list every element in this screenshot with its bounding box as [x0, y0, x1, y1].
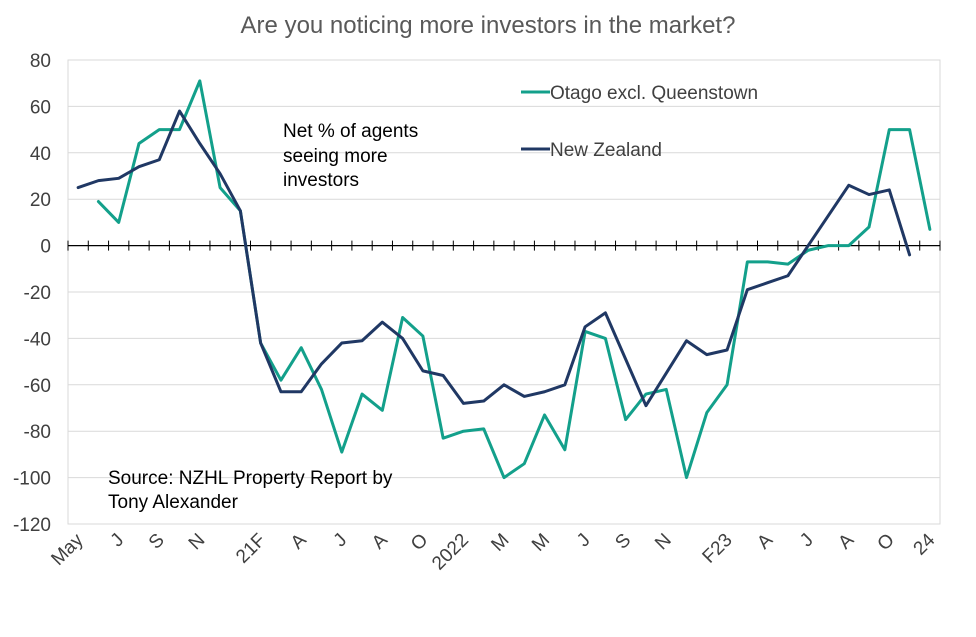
- y-tick-label: -100: [13, 469, 51, 490]
- y-tick-label: -20: [24, 283, 51, 304]
- annotation-line-3: investors: [283, 170, 359, 191]
- y-tick-label: 0: [40, 237, 51, 258]
- annotation-line-2: seeing more: [283, 146, 388, 167]
- y-tick-label: 60: [30, 97, 51, 118]
- series-line-new-zealand: [76, 109, 912, 408]
- y-tick-label: -80: [24, 422, 51, 443]
- source-text: Source: NZHL Property Report by Tony Ale…: [108, 468, 393, 513]
- legend-label-otago: Otago excl. Queenstown: [550, 83, 758, 104]
- source-line-2: Tony Alexander: [108, 492, 239, 513]
- y-tick-label: 80: [30, 51, 51, 72]
- chart-title: Are you noticing more investors in the m…: [241, 12, 736, 39]
- annotation-text: Net % of agents seeing more investors: [283, 121, 418, 191]
- series-lines: [76, 79, 932, 480]
- y-tick-label: -120: [13, 515, 51, 536]
- legend: Otago excl. Queenstown New Zealand: [521, 83, 758, 161]
- y-axis: 80 60 40 20 0 -20 -40 -60 -80 -100 -120: [13, 51, 51, 536]
- y-tick-label: -40: [24, 329, 51, 350]
- annotation-line-1: Net % of agents: [283, 121, 418, 142]
- legend-label-new-zealand: New Zealand: [550, 140, 662, 161]
- source-line-1: Source: NZHL Property Report by: [108, 468, 393, 489]
- y-tick-label: 40: [30, 144, 51, 165]
- y-tick-label: 20: [30, 190, 51, 211]
- y-tick-label: -60: [24, 376, 51, 397]
